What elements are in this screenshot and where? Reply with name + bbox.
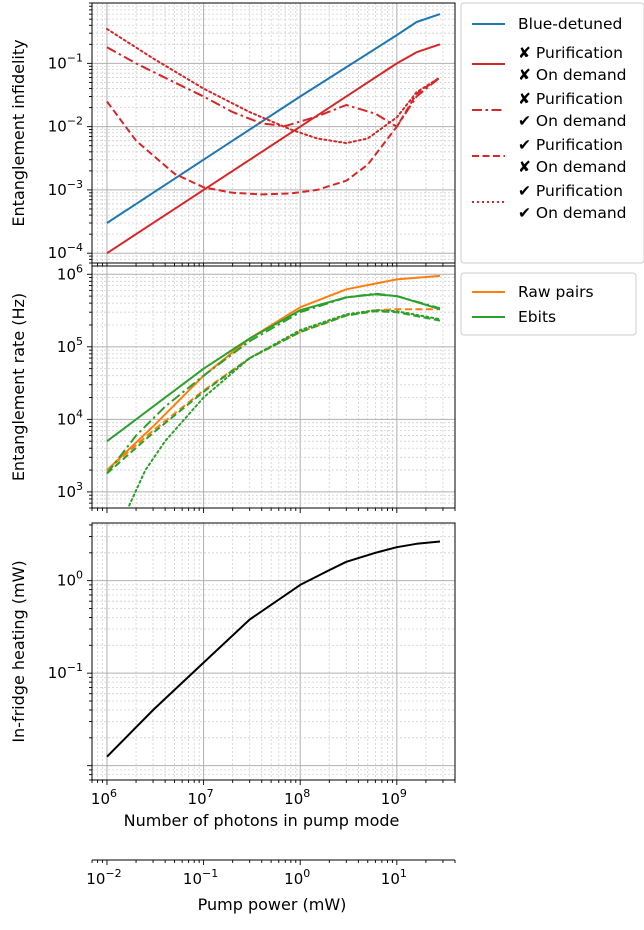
axes-frame	[91, 265, 456, 509]
y-tick-label: 105	[57, 335, 83, 356]
secondary-tick-label: 10−2	[86, 867, 121, 888]
y-tick-label: 103	[57, 480, 83, 501]
secondary-tick-label: 101	[381, 867, 407, 888]
x-tick-label: 107	[188, 787, 214, 808]
y-tick-label: 100	[57, 569, 83, 590]
panel-bottom: 10−1 100 106 107 108 109 In-fridge heating (mW…	[9, 522, 456, 830]
x-tick-label: 108	[284, 787, 310, 808]
series-line-raw-solid	[106, 274, 441, 471]
secondary-tick-label: 10−1	[183, 867, 218, 888]
series-line-blue	[106, 13, 441, 224]
legend-label: ✘ On demand	[518, 66, 627, 84]
y-tick-label: 10−3	[48, 178, 83, 199]
series-line-ebits-dotted	[128, 309, 441, 507]
axes-frame	[91, 522, 456, 781]
grid-bottom	[87, 523, 456, 785]
series-group-middle	[106, 274, 441, 507]
y-tick-label: 106	[57, 262, 83, 283]
series-line-raw-dashed	[106, 308, 440, 471]
grid-top	[87, 2, 456, 268]
legend-box	[460, 272, 637, 336]
panel-top: 10−4 10−3 10−2 10−1 Entanglement infidelity	[9, 2, 456, 268]
x-tick-label: 109	[381, 787, 407, 808]
axes-frame	[91, 2, 456, 264]
series-group-top	[106, 13, 441, 255]
secondary-axis-label: Pump power (mW)	[198, 895, 347, 914]
y-tick-label: 10−1	[48, 661, 83, 682]
series-line-heat	[106, 540, 441, 758]
legend-label: ✔ Purification	[518, 182, 623, 200]
legend-infidelity: Blue-detuned ✘ Purification ✘ On demand ✘ P…	[460, 2, 644, 264]
y-axis-label: In-fridge heating (mW)	[9, 560, 28, 742]
y-tick-label: 10−2	[48, 115, 83, 136]
legend-label: ✘ Purification	[518, 44, 623, 62]
legend-label: ✘ On demand	[518, 158, 627, 176]
legend-label: ✔ On demand	[518, 204, 627, 222]
legend-label: ✘ Purification	[518, 90, 623, 108]
legend-rate: Raw pairs Ebits	[460, 272, 637, 336]
x-tick-label: 106	[91, 787, 117, 808]
secondary-tick-label: 100	[284, 867, 310, 888]
legend-label: Raw pairs	[518, 283, 594, 301]
series-line-ebits-dashdot	[106, 292, 441, 475]
series-line-red-xx	[106, 43, 441, 255]
legend-box	[460, 2, 644, 264]
legend-label: ✔ On demand	[518, 112, 627, 130]
y-axis-label: Entanglement rate (Hz)	[9, 293, 28, 481]
legend-label: Blue-detuned	[518, 15, 622, 33]
y-tick-label: 10−1	[48, 51, 83, 72]
series-line-ebits-dashed	[106, 310, 441, 475]
panel-middle: 103 104 105 106 Entanglement rate (Hz)	[9, 262, 456, 513]
y-axis-label: Entanglement infidelity	[9, 39, 28, 226]
y-tick-label: 104	[57, 407, 83, 428]
series-group-bottom	[106, 540, 441, 758]
x-axis-label: Number of photons in pump mode	[124, 811, 400, 830]
series-line-red-cc	[106, 28, 441, 145]
legend-label: ✔ Purification	[518, 136, 623, 154]
series-line-red-cx	[106, 76, 441, 196]
y-tick-label: 10−4	[48, 241, 83, 262]
legend-label: Ebits	[518, 308, 556, 326]
secondary-axis: 10−2 10−1 100 101 Pump power (mW)	[86, 859, 456, 914]
